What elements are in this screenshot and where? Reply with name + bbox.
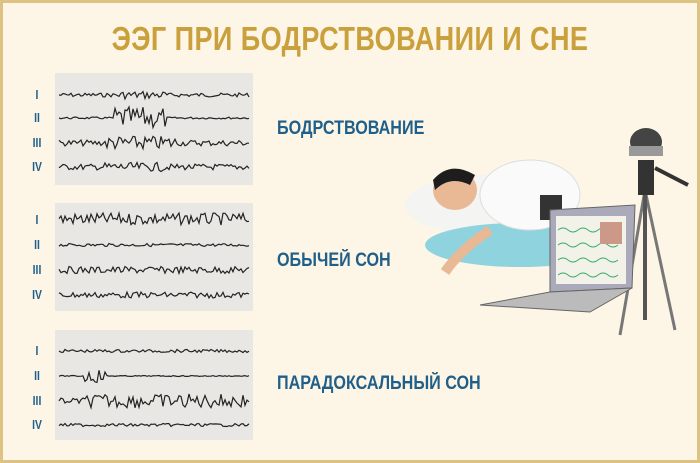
channel-label: I — [35, 87, 39, 102]
channel-label: III — [32, 393, 42, 408]
channel-label: II — [34, 237, 40, 252]
eeg-trace-II — [58, 370, 250, 384]
sleeping-person-illustration — [405, 128, 689, 336]
eeg-panel-paradoxical-sleep — [55, 330, 253, 440]
channel-label: III — [32, 135, 42, 150]
eeg-trace-II — [58, 105, 250, 130]
eeg-traces — [58, 210, 250, 300]
eeg-trace-I — [58, 210, 250, 227]
channel-label: III — [32, 262, 42, 277]
laptop-icon — [479, 204, 636, 313]
channel-label: I — [35, 212, 39, 227]
page-title: ЭЭГ ПРИ БОДРСТВОВАНИИ И СНЕ — [111, 20, 589, 57]
eeg-trace-III — [58, 135, 249, 151]
eeg-trace-IV — [58, 160, 250, 173]
eeg-trace-IV — [58, 290, 250, 300]
eeg-trace-IV — [58, 422, 250, 428]
eeg-trace-III — [58, 393, 250, 410]
eeg-trace-III — [58, 265, 250, 276]
eeg-traces — [58, 348, 250, 428]
eeg-panel-normal-sleep — [55, 203, 253, 311]
eeg-traces — [58, 90, 250, 173]
eeg-panel-wakefulness — [55, 73, 253, 185]
state-label-paradoxical-sleep: ПАРАДОКСАЛЬНЫЙ СОН — [277, 373, 481, 394]
state-label-wakefulness: БОДРСТВОВАНИЕ — [277, 118, 425, 139]
channel-label: I — [35, 343, 39, 358]
channel-label: IV — [32, 159, 42, 174]
channel-label: II — [34, 110, 40, 125]
channel-label: IV — [32, 417, 42, 432]
eeg-trace-II — [58, 242, 250, 248]
eeg-trace-I — [58, 90, 250, 101]
eeg-trace-I — [58, 348, 250, 354]
camera-tripod-icon — [618, 128, 689, 336]
channel-label: IV — [32, 287, 42, 302]
channel-label: II — [34, 368, 40, 383]
state-label-normal-sleep: ОБЫЧЕЙ СОН — [277, 250, 391, 271]
